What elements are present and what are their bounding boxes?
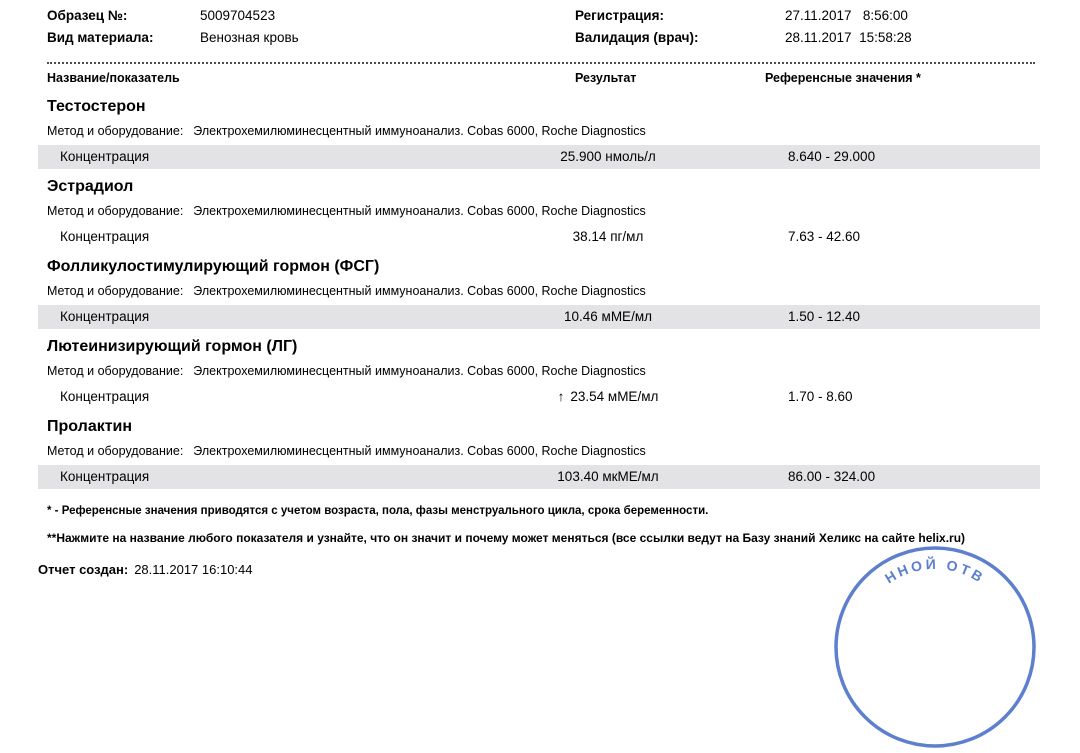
validation-label: Валидация (врач): xyxy=(575,30,699,45)
validation-value: 28.11.2017 15:58:28 xyxy=(785,30,912,45)
result-value-cell: ↑ 23.54 мМЕ/мл xyxy=(508,385,708,409)
test-section-fsh: Фолликулостимулирующий гормон (ФСГ) Мето… xyxy=(0,258,1080,329)
method-value: Электрохемилюминесцентный иммуноанализ. … xyxy=(193,284,646,298)
result-row: Концентрация 38.14 пг/мл 7.63 - 42.60 xyxy=(38,225,1040,249)
test-title[interactable]: Пролактин xyxy=(47,418,133,435)
sample-number-label: Образец №: xyxy=(47,8,128,23)
result-value-cell: 25.900 нмоль/л xyxy=(508,145,708,169)
method-line: Метод и оборудование: Электрохемилюминесц… xyxy=(47,204,1080,219)
reference-range-cell: 1.50 - 12.40 xyxy=(788,309,861,324)
click-hint-footnote: **Нажмите на название любого показателя … xyxy=(47,531,966,545)
parameter-name-cell: Концентрация xyxy=(60,309,150,324)
reference-range-cell: 86.00 - 324.00 xyxy=(788,469,876,484)
report-created-value: 28.11.2017 16:10:44 xyxy=(134,562,253,577)
sample-number-value: 5009704523 xyxy=(200,8,276,23)
test-section-testosterone: Тестостерон Метод и оборудование: Электро… xyxy=(0,98,1080,169)
test-title[interactable]: Эстрадиол xyxy=(47,178,134,195)
method-line: Метод и оборудование: Электрохемилюминесц… xyxy=(47,364,1080,379)
reference-range-cell: 7.63 - 42.60 xyxy=(788,229,861,244)
method-label: Метод и оборудование: xyxy=(47,284,184,298)
method-label: Метод и оборудование: xyxy=(47,124,184,138)
reference-range-cell: 8.640 - 29.000 xyxy=(788,149,876,164)
result-value: 23.54 мМЕ/мл xyxy=(570,389,659,404)
result-value-cell: 10.46 мМЕ/мл xyxy=(508,305,708,329)
reference-footnote: * - Референсные значения приводятся с уч… xyxy=(47,505,709,517)
result-value-cell: 38.14 пг/мл xyxy=(508,225,708,249)
method-label: Метод и оборудование: xyxy=(47,364,184,378)
method-label: Метод и оборудование: xyxy=(47,444,184,458)
report-header: Образец №: 5009704523 Вид материала: Вен… xyxy=(0,0,1080,56)
test-section-lh: Лютеинизирующий гормон (ЛГ) Метод и обор… xyxy=(0,338,1080,409)
reference-range-cell: 1.70 - 8.60 xyxy=(788,389,853,404)
result-value: 25.900 нмоль/л xyxy=(560,149,656,164)
column-header-name: Название/показатель xyxy=(47,71,180,85)
high-arrow-icon: ↑ xyxy=(557,389,565,404)
method-value: Электрохемилюминесцентный иммуноанализ. … xyxy=(193,444,646,458)
method-line: Метод и оборудование: Электрохемилюминесц… xyxy=(47,444,1080,459)
parameter-name-cell: Концентрация xyxy=(60,469,150,484)
result-value: 10.46 мМЕ/мл xyxy=(564,309,652,324)
parameter-name-cell: Концентрация xyxy=(60,229,150,244)
method-value: Электрохемилюминесцентный иммуноанализ. … xyxy=(193,124,646,138)
test-title[interactable]: Лютеинизирующий гормон (ЛГ) xyxy=(47,338,298,355)
method-line: Метод и оборудование: Электрохемилюминесц… xyxy=(47,124,1080,139)
dotted-separator xyxy=(47,62,1035,64)
result-row: Концентрация 10.46 мМЕ/мл 1.50 - 12.40 xyxy=(38,305,1040,329)
table-column-headers: Название/показатель Результат Референсны… xyxy=(0,69,1080,89)
test-section-estradiol: Эстрадиол Метод и оборудование: Электрохе… xyxy=(0,178,1080,249)
registration-label: Регистрация: xyxy=(575,8,664,23)
report-created-label: Отчет создан: xyxy=(38,562,129,577)
test-title[interactable]: Тестостерон xyxy=(47,98,146,115)
result-value: 103.40 мкМЕ/мл xyxy=(557,469,659,484)
method-value: Электрохемилюминесцентный иммуноанализ. … xyxy=(193,204,646,218)
parameter-name-cell: Концентрация xyxy=(60,149,150,164)
parameter-name-cell: Концентрация xyxy=(60,389,150,404)
result-row: Концентрация 103.40 мкМЕ/мл 86.00 - 324.… xyxy=(38,465,1040,489)
result-value-cell: 103.40 мкМЕ/мл xyxy=(508,465,708,489)
registration-value: 27.11.2017 8:56:00 xyxy=(785,8,908,23)
result-row: Концентрация 25.900 нмоль/л 8.640 - 29.0… xyxy=(38,145,1040,169)
material-type-value: Венозная кровь xyxy=(200,30,299,45)
test-section-prolactin: Пролактин Метод и оборудование: Электрохе… xyxy=(0,418,1080,489)
method-value: Электрохемилюминесцентный иммуноанализ. … xyxy=(193,364,646,378)
report-created: Отчет создан: 28.11.2017 16:10:44 xyxy=(38,562,1080,577)
test-title[interactable]: Фолликулостимулирующий гормон (ФСГ) xyxy=(47,258,380,275)
result-row: Концентрация ↑ 23.54 мМЕ/мл 1.70 - 8.60 xyxy=(38,385,1040,409)
result-value: 38.14 пг/мл xyxy=(572,229,644,244)
column-header-reference: Референсные значения * xyxy=(765,71,921,85)
method-line: Метод и оборудование: Электрохемилюминесц… xyxy=(47,284,1080,299)
method-label: Метод и оборудование: xyxy=(47,204,184,218)
column-header-result: Результат xyxy=(575,71,637,85)
material-type-label: Вид материала: xyxy=(47,30,154,45)
